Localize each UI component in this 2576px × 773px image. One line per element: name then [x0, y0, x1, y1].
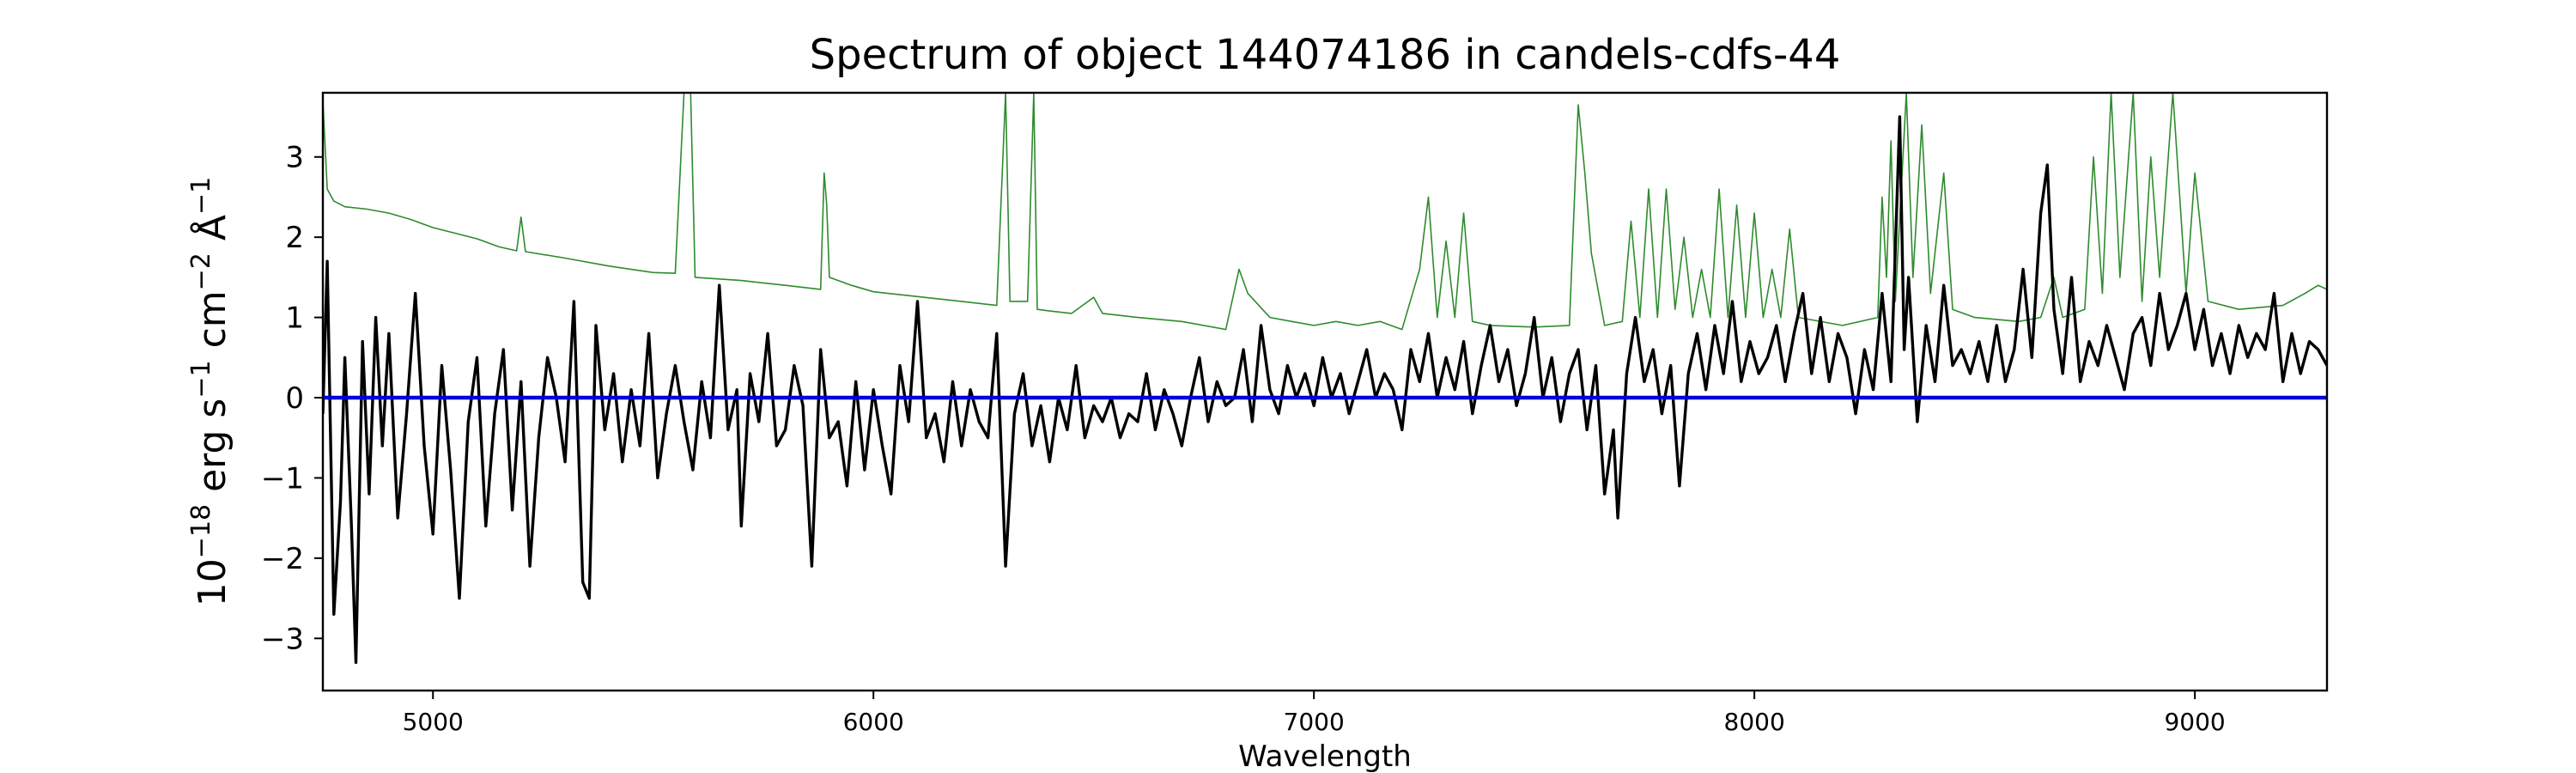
y-label-t2: cm [191, 290, 234, 360]
x-tick-label: 5000 [403, 708, 464, 736]
series-line-flux [323, 115, 2327, 664]
y-label-t3: Å [189, 215, 234, 253]
y-label-base: 10 [191, 558, 234, 606]
y-tick-label: −2 [261, 542, 304, 576]
y-label-exp1: −18 [186, 504, 216, 558]
y-tick-label: −1 [261, 461, 304, 496]
x-tick-label: 7000 [1284, 708, 1345, 736]
x-tick-label: 8000 [1724, 708, 1785, 736]
chart-title: Spectrum of object 144074186 in candels-… [810, 31, 1841, 79]
x-tick-label: 6000 [843, 708, 904, 736]
series-layer [323, 93, 2327, 664]
y-tick-label: 0 [285, 381, 304, 416]
y-label-t1: erg s [191, 399, 234, 504]
y-tick-label: 2 [285, 221, 304, 255]
x-axis-label: Wavelength [1238, 740, 1412, 773]
y-tick-label: 1 [285, 301, 304, 336]
y-axis-label: 10−18 erg s−1 cm−2 Å−1 [186, 177, 234, 606]
y-label-exp2: −1 [186, 360, 216, 398]
y-tick-label: −3 [261, 622, 304, 656]
y-label-exp3: −2 [186, 253, 216, 290]
x-tick-label: 9000 [2164, 708, 2225, 736]
y-tick-label: 3 [285, 141, 304, 175]
y-label-exp4: −1 [186, 177, 216, 215]
y-axis: −3 −2 −1 0 1 2 3 [261, 141, 323, 656]
plot-area [321, 91, 2329, 692]
plot-frame [321, 91, 2329, 692]
x-axis: 5000 6000 7000 8000 9000 [403, 691, 2226, 736]
